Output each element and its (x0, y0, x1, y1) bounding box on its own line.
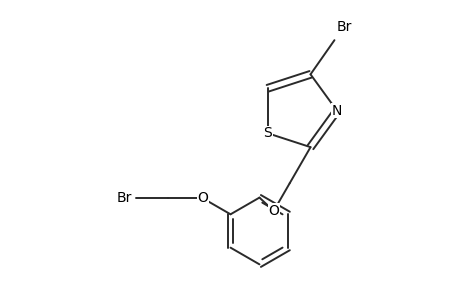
Text: S: S (263, 126, 272, 140)
Text: O: O (268, 204, 279, 218)
Text: Br: Br (336, 20, 352, 34)
Text: O: O (197, 191, 208, 205)
Text: Br: Br (116, 191, 131, 205)
Text: N: N (331, 104, 341, 118)
